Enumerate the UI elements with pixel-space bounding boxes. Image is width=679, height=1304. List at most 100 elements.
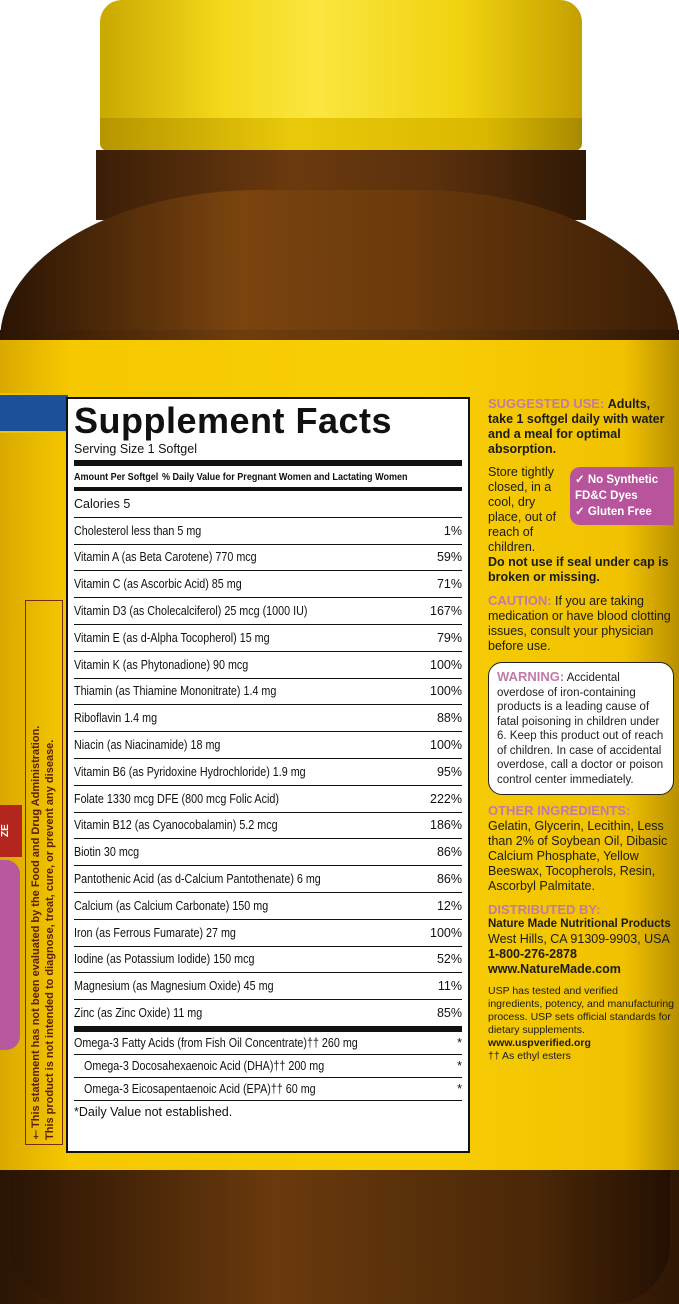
omega-name: Omega-3 Docosahexaenoic Acid (DHA)†† 200… [84, 1058, 325, 1073]
nutrient-row: Vitamin B12 (as Cyanocobalamin) 5.2 mcg 1… [74, 813, 462, 840]
company: Nature Made Nutritional Products [488, 918, 671, 930]
nutrient-dv: 100% [430, 738, 462, 753]
divider [74, 487, 462, 491]
nutrient-row: Riboflavin 1.4 mg 88% [74, 705, 462, 733]
omega-name: Omega-3 Fatty Acids (from Fish Oil Conce… [74, 1035, 358, 1050]
caution: CAUTION: If you are taking medication or… [488, 593, 674, 654]
nutrient-row: Vitamin K (as Phytonadione) 90 mcg 100% [74, 652, 462, 679]
omega-name: Omega-3 Eicosapentaenoic Acid (EPA)†† 60… [84, 1081, 316, 1096]
nutrient-name: Iodine (as Potassium Iodide) 150 mcg [74, 952, 255, 967]
store-text: Store tightly closed, in a cool, dry pla… [488, 465, 557, 554]
fda-line-1: †This statement has not been evaluated b… [30, 725, 42, 1140]
divider [74, 1026, 462, 1032]
nutrient-dv: 186% [430, 818, 462, 833]
badge-dyes: ✓ No Synthetic FD&C Dyes [575, 474, 659, 502]
nutrient-row: Vitamin A (as Beta Carotene) 770 mcg 59% [74, 545, 462, 572]
nutrient-row: Thiamin (as Thiamine Mononitrate) 1.4 mg… [74, 679, 462, 706]
calories: Calories 5 [74, 496, 131, 511]
nutrient-name: Niacin (as Niacinamide) 18 mg [74, 738, 221, 753]
nutrient-name: Vitamin C (as Ascorbic Acid) 85 mg [74, 577, 242, 592]
nutrient-row: Vitamin E (as d-Alpha Tocopherol) 15 mg 7… [74, 625, 462, 652]
nutrient-row: Zinc (as Zinc Oxide) 11 mg 85% [74, 1000, 462, 1027]
facts-header: Amount Per Softgel% Daily Value for Preg… [74, 469, 462, 486]
phone: 1-800-276-2878 [488, 947, 577, 961]
purple-tag [0, 860, 20, 1050]
nutrient-name: Magnesium (as Magnesium Oxide) 45 mg [74, 979, 274, 994]
omega-row: Omega-3 Eicosapentaenoic Acid (EPA)†† 60… [74, 1078, 462, 1101]
blue-band [0, 393, 68, 433]
nutrient-name: Pantothenic Acid (as d-Calcium Pantothen… [74, 872, 321, 887]
nutrient-dv: 86% [436, 845, 462, 860]
nutrient-dv: 88% [436, 711, 462, 726]
website: www.NatureMade.com [488, 962, 621, 976]
nutrient-row: Vitamin C (as Ascorbic Acid) 85 mg 71% [74, 571, 462, 599]
nutrient-dv: 11% [437, 979, 462, 994]
iron-warning: WARNING: Accidental overdose of iron-con… [488, 662, 674, 795]
seal-text: Do not use if seal under cap is broken o… [488, 555, 669, 584]
nutrient-name: Vitamin B12 (as Cyanocobalamin) 5.2 mcg [74, 818, 278, 833]
nutrient-dv: 95% [436, 764, 462, 779]
nutrient-dv: 1% [443, 523, 462, 538]
nutrient-row: Calcium (as Calcium Carbonate) 150 mg 12% [74, 893, 462, 920]
red-tag: ZE [0, 805, 22, 857]
usp-text: USP has tested and verified ingredients,… [488, 985, 674, 1036]
nutrient-dv: 100% [430, 684, 462, 699]
nutrient-row: Magnesium (as Magnesium Oxide) 45 mg 11% [74, 973, 462, 1001]
nutrient-name: Riboflavin 1.4 mg [74, 711, 158, 726]
omega-row: Omega-3 Fatty Acids (from Fish Oil Conce… [74, 1032, 462, 1055]
usp-info: USP has tested and verified ingredients,… [488, 985, 674, 1063]
nutrient-row: Folate 1330 mcg DFE (800 mcg Folic Acid)… [74, 786, 462, 813]
omega-row: Omega-3 Docosahexaenoic Acid (DHA)†† 200… [74, 1055, 462, 1078]
nutrient-dv: 12% [436, 898, 462, 913]
nutrient-row: Biotin 30 mcg 86% [74, 839, 462, 867]
omega-dv: * [457, 1058, 462, 1073]
suggested-use: SUGGESTED USE: Adults, take 1 softgel da… [488, 396, 674, 457]
nutrient-name: Zinc (as Zinc Oxide) 11 mg [74, 1006, 203, 1021]
address: West Hills, CA 91309-9903, USA [488, 932, 670, 946]
divider [74, 460, 462, 466]
nutrient-row: Pantothenic Acid (as d-Calcium Pantothen… [74, 866, 462, 893]
nutrient-name: Vitamin B6 (as Pyridoxine Hydrochloride)… [74, 764, 306, 779]
nutrient-row: Niacin (as Niacinamide) 18 mg 100% [74, 732, 462, 759]
nutrient-row: Vitamin D3 (as Cholecalciferol) 25 mcg (… [74, 598, 462, 625]
warning-label: WARNING: [497, 669, 565, 684]
nutrient-name: Calcium (as Calcium Carbonate) 150 mg [74, 898, 269, 913]
nutrient-name: Vitamin E (as d-Alpha Tocopherol) 15 mg [74, 630, 270, 645]
nutrient-name: Biotin 30 mcg [74, 845, 140, 860]
nutrient-dv: 85% [436, 1006, 462, 1021]
calories-row: Calories 5 [74, 491, 462, 518]
nutrient-name: Vitamin D3 (as Cholecalciferol) 25 mcg (… [74, 604, 308, 619]
suggested-text: Adults, take 1 softgel daily with water … [488, 397, 665, 456]
nutrient-dv: 52% [436, 952, 462, 967]
serving-size: Serving Size 1 Softgel [74, 442, 197, 456]
nutrient-name: Folate 1330 mcg DFE (800 mcg Folic Acid) [74, 791, 279, 806]
nutrient-row: Iron (as Ferrous Fumarate) 27 mg 100% [74, 920, 462, 947]
suggested-label: SUGGESTED USE: [488, 396, 605, 411]
supplement-facts-panel: Supplement Facts Serving Size 1 Softgel … [66, 397, 470, 1153]
nutrient-name: Vitamin A (as Beta Carotene) 770 mcg [74, 550, 257, 565]
nutrient-dv: 167% [430, 604, 462, 619]
facts-title: Supplement Facts [74, 400, 393, 441]
distributed-label: DISTRIBUTED BY: [488, 902, 601, 917]
nutrient-dv: 79% [436, 630, 462, 645]
header-dv: % Daily Value for Pregnant Women and Lac… [162, 471, 408, 483]
nutrient-dv: 100% [430, 657, 462, 672]
warning-text: Accidental overdose of iron-containing p… [497, 672, 664, 786]
nutrient-name: Thiamin (as Thiamine Mononitrate) 1.4 mg [74, 684, 277, 699]
nutrient-name: Iron (as Ferrous Fumarate) 27 mg [74, 925, 236, 940]
nutrient-name: Cholesterol less than 5 mg [74, 523, 202, 538]
nutrient-row: Cholesterol less than 5 mg 1% [74, 518, 462, 545]
usp-site: www.uspverified.org [488, 1037, 591, 1049]
caution-label: CAUTION: [488, 593, 552, 608]
nutrient-row: Iodine (as Potassium Iodide) 150 mcg 52% [74, 947, 462, 974]
cap-ring [100, 118, 582, 152]
ingredients-text: Gelatin, Glycerin, Lecithin, Less than 2… [488, 819, 668, 893]
other-ingredients: OTHER INGREDIENTS: Gelatin, Glycerin, Le… [488, 803, 674, 894]
omega-dv: * [457, 1081, 462, 1096]
storage: ✓ No Synthetic FD&C Dyes ✓ Gluten Free S… [488, 465, 674, 585]
footnote: *Daily Value not established. [74, 1104, 233, 1119]
distributor: DISTRIBUTED BY: Nature Made Nutritional … [488, 902, 674, 977]
nutrient-dv: 86% [436, 872, 462, 887]
nutrient-dv: 59% [436, 550, 462, 565]
header-amount: Amount Per Softgel [74, 471, 159, 483]
